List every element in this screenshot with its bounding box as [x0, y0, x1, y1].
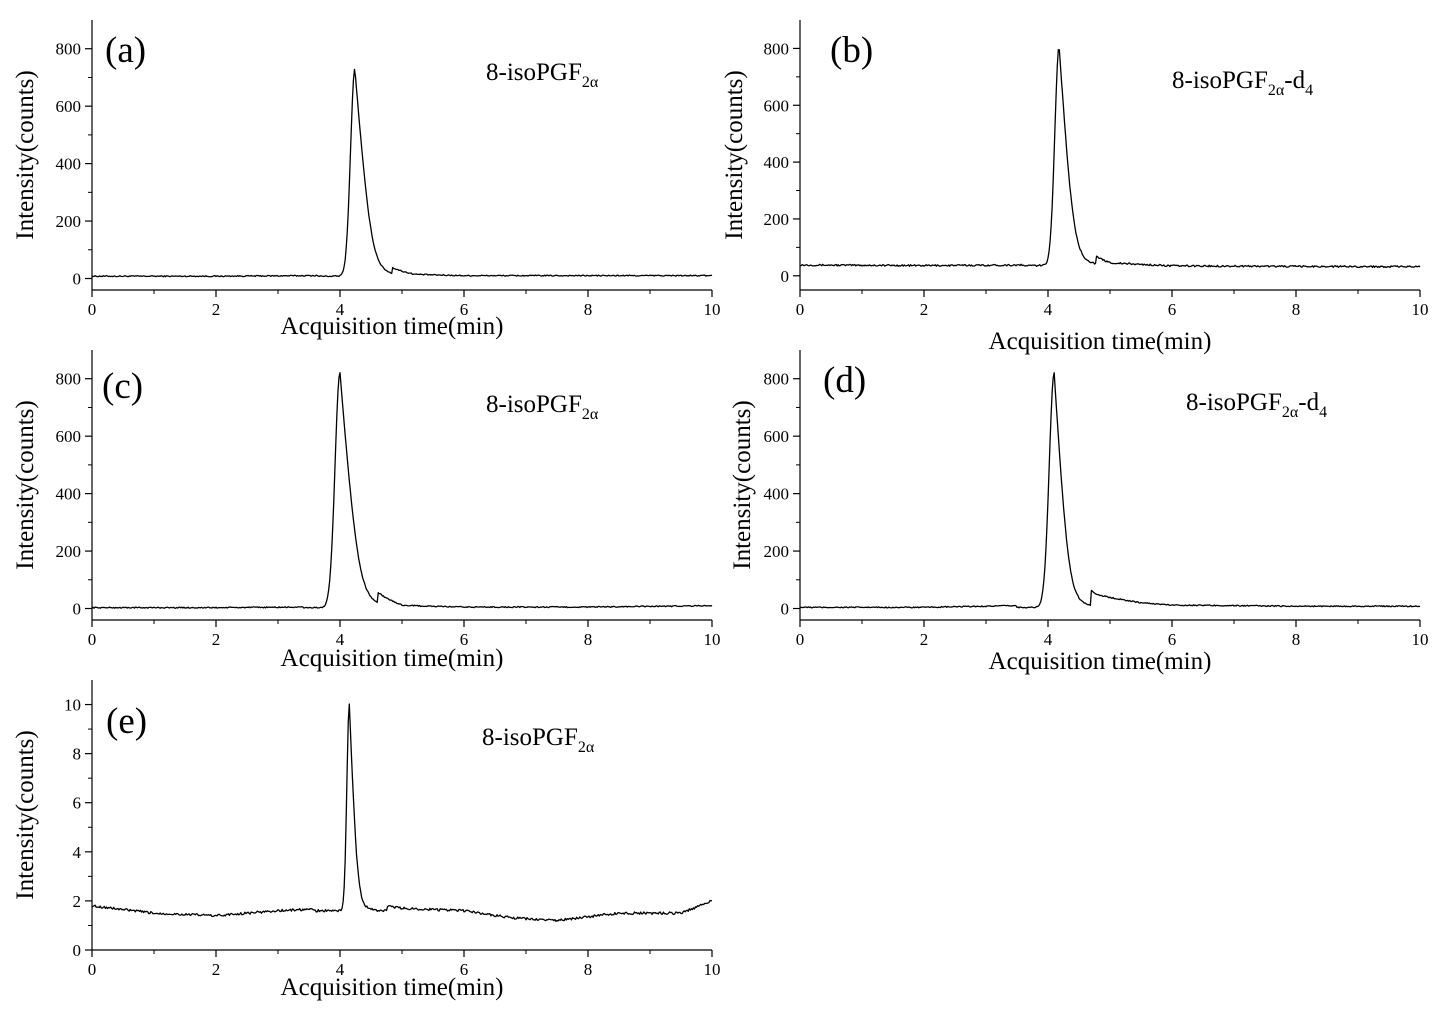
y-tick-label: 10 — [64, 696, 81, 715]
x-tick-label: 0 — [88, 960, 97, 979]
compound-label: 8-isoPGF2α — [486, 59, 599, 91]
y-axis-title: Intensity(counts) — [12, 70, 39, 239]
y-tick-label: 200 — [56, 212, 82, 231]
x-tick-label: 0 — [796, 630, 805, 649]
y-tick-label: 8 — [73, 745, 82, 764]
chromatogram-trace — [91, 68, 713, 278]
y-tick-label: 0 — [73, 270, 82, 289]
x-tick-label: 10 — [1412, 630, 1429, 649]
y-axis-title: Intensity(counts) — [12, 400, 39, 569]
panel-letter: (a) — [105, 30, 146, 71]
y-tick-label: 600 — [56, 97, 82, 116]
y-tick-label: 400 — [56, 155, 82, 174]
x-tick-label: 6 — [460, 960, 469, 979]
y-tick-label: 600 — [56, 427, 82, 446]
y-tick-label: 600 — [764, 96, 790, 115]
x-tick-label: 8 — [1292, 630, 1301, 649]
x-tick-label: 8 — [584, 300, 593, 319]
x-tick-label: 6 — [1168, 300, 1177, 319]
y-tick-label: 800 — [56, 370, 82, 389]
y-tick-label: 4 — [73, 843, 82, 862]
x-axis-title: Acquisition time(min) — [989, 328, 1212, 355]
x-tick-label: 10 — [704, 630, 721, 649]
x-tick-label: 4 — [1044, 630, 1053, 649]
panel-letter: (e) — [106, 701, 147, 742]
chart-panel-b: 0 2 4 6 8 10 0 200 400 600 800 Acquisition time(min… — [721, 20, 1429, 355]
x-tick-label: 0 — [88, 300, 97, 319]
y-tick-label: 800 — [764, 370, 790, 389]
y-axis-title: Intensity(counts) — [12, 730, 39, 899]
compound-label: 8-isoPGF2α — [482, 724, 595, 756]
x-tick-label: 2 — [212, 960, 221, 979]
y-tick-label: 6 — [73, 794, 82, 813]
chromatogram-trace — [91, 372, 713, 609]
x-axis-title: Acquisition time(min) — [989, 648, 1212, 675]
x-tick-label: 6 — [460, 300, 469, 319]
x-tick-label: 2 — [212, 630, 221, 649]
y-tick-label: 600 — [764, 427, 790, 446]
y-axis-title: Intensity(counts) — [721, 70, 748, 239]
panel-letter: (d) — [823, 360, 866, 401]
y-tick-label: 0 — [73, 941, 82, 960]
x-tick-label: 6 — [1168, 630, 1177, 649]
x-tick-label: 6 — [460, 630, 469, 649]
panel-letter: (c) — [102, 366, 143, 407]
x-tick-label: 2 — [920, 300, 929, 319]
chromatogram-trace — [91, 703, 713, 923]
y-tick-label: 200 — [764, 542, 790, 561]
y-tick-label: 2 — [73, 892, 82, 911]
panel-letter: (b) — [830, 30, 873, 71]
y-tick-label: 400 — [764, 153, 790, 172]
x-tick-label: 2 — [920, 630, 929, 649]
compound-label: 8-isoPGF2α — [486, 391, 599, 423]
x-axis-title: Acquisition time(min) — [281, 974, 504, 1001]
x-tick-label: 0 — [796, 300, 805, 319]
x-tick-label: 4 — [336, 960, 345, 979]
y-tick-label: 400 — [764, 485, 790, 504]
y-tick-label: 0 — [781, 267, 790, 286]
y-tick-label: 0 — [781, 600, 790, 619]
chromatogram-trace — [799, 372, 1421, 609]
compound-label: 8-isoPGF2α-d4 — [1186, 389, 1327, 421]
x-tick-label: 10 — [1412, 300, 1429, 319]
y-tick-label: 400 — [56, 485, 82, 504]
x-tick-label: 4 — [336, 630, 345, 649]
chart-panel-c: 0 2 4 6 8 10 0 200 400 600 800 Acquisition time(min… — [12, 350, 721, 672]
chart-panel-d: 0 2 4 6 8 10 0 200 400 600 800 Acquisition time(min… — [729, 350, 1429, 675]
compound-label: 8-isoPGF2α-d4 — [1172, 67, 1313, 99]
x-axis-title: Acquisition time(min) — [281, 645, 504, 672]
x-tick-label: 0 — [88, 630, 97, 649]
y-tick-label: 200 — [56, 542, 82, 561]
chromatogram-trace — [799, 48, 1421, 269]
x-tick-label: 8 — [1292, 300, 1301, 319]
y-tick-label: 0 — [73, 600, 82, 619]
x-axis-title: Acquisition time(min) — [281, 313, 504, 340]
x-tick-label: 8 — [584, 960, 593, 979]
x-tick-label: 4 — [336, 300, 345, 319]
chart-panel-e: 0 2 4 6 8 10 0 2 4 6 8 10 Acquisition time(min) Inten… — [12, 680, 721, 1001]
x-tick-label: 2 — [212, 300, 221, 319]
y-axis-title: Intensity(counts) — [729, 400, 756, 569]
x-tick-label: 10 — [704, 960, 721, 979]
y-tick-label: 800 — [56, 40, 82, 59]
x-tick-label: 4 — [1044, 300, 1053, 319]
y-tick-label: 800 — [764, 39, 790, 58]
x-tick-label: 8 — [584, 630, 593, 649]
chart-panel-a: 0 2 4 6 8 10 0 200 400 600 800 Acquisition time(min… — [12, 20, 721, 340]
y-tick-label: 200 — [764, 210, 790, 229]
x-tick-label: 10 — [704, 300, 721, 319]
